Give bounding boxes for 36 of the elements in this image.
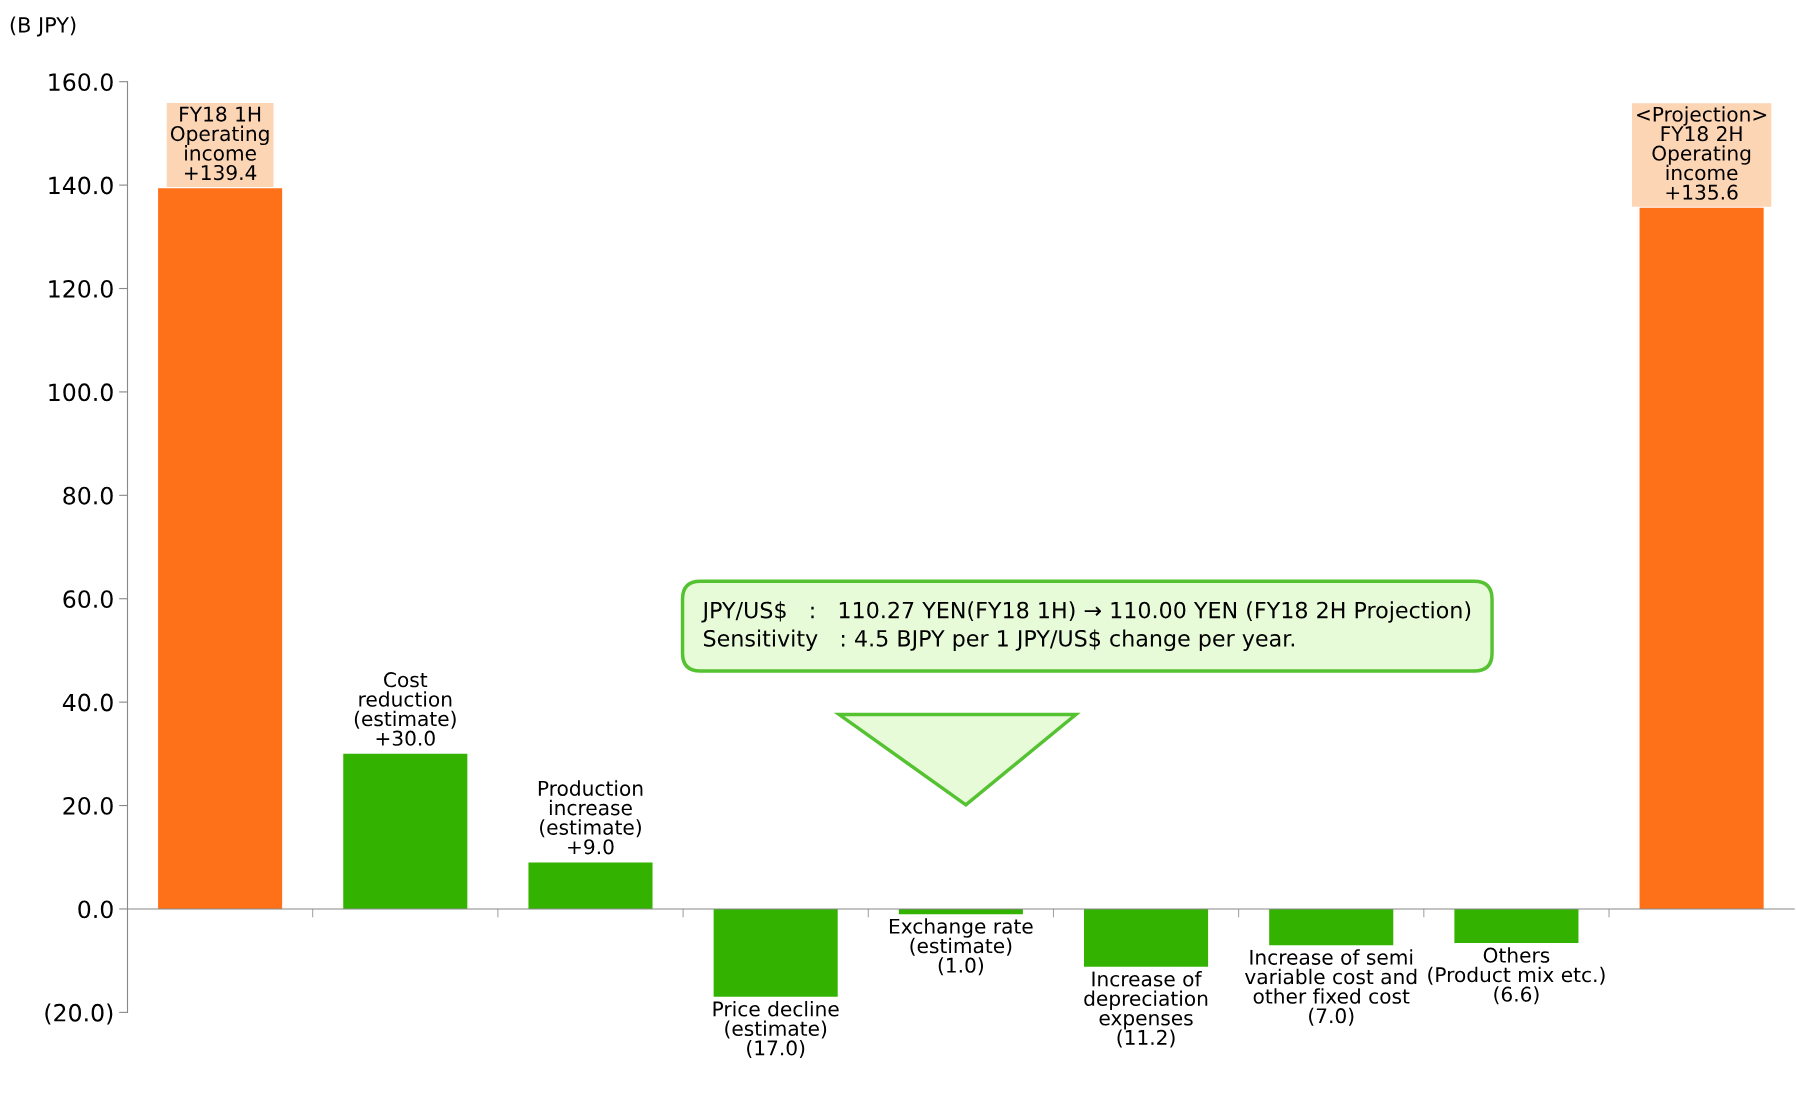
data-label: (11.2) [1117, 1029, 1175, 1048]
x-tick-label: FY18 1H Operating income [170, 106, 269, 161]
y-tick-label: 160.0 [49, 73, 113, 91]
data-label: (1.0) [938, 957, 983, 976]
y-tick-label: 80.0 [63, 486, 113, 505]
y-tick-label: (20.0) [45, 1003, 113, 1025]
data-label: +139.4 [184, 164, 257, 181]
x-tick-label: Others (Product mix etc.) [1428, 947, 1605, 985]
data-label: (6.6) [1494, 986, 1539, 1005]
y-tick-label: 40.0 [62, 693, 113, 712]
data-label: +9.0 [568, 839, 614, 855]
data-label: +135.6 [1666, 184, 1738, 200]
y-tick-label: 100.0 [49, 383, 113, 402]
bar [1084, 908, 1209, 967]
bar [713, 908, 838, 997]
x-tick-label: Production increase (estimate) [538, 780, 643, 838]
data-label: (17.0) [747, 1040, 805, 1058]
x-tick-label: <Projection> FY18 2H Operating income [1637, 106, 1767, 181]
y-tick-label: 120.0 [49, 279, 113, 298]
y-tick-label: 20.0 [63, 797, 113, 815]
x-tick-label: Increase of semi variable cost and other fixed cost [1244, 949, 1417, 1004]
y-tick-label: 140.0 [49, 176, 113, 195]
bar [1269, 908, 1394, 946]
y-tick-label: 60.0 [63, 590, 113, 609]
bar [343, 753, 468, 909]
y-tick-label: 0.0 [78, 900, 113, 919]
x-tick-label: Exchange rate (estimate) [889, 918, 1033, 956]
bar [528, 862, 653, 909]
x-tick-label: Cost reduction (estimate) [354, 672, 456, 729]
bar [1454, 908, 1579, 944]
y-axis-title: (B JPY) [10, 16, 76, 37]
data-label: (7.0) [1309, 1007, 1354, 1026]
x-tick-label: Price decline (estimate) [713, 1000, 839, 1039]
annotation: JPY/US$ : 110.27 YEN(FY18 1H) → 110.00 YEN (FY18 2H Projection) Sensitivity : 4.5 BJPY per 1 JPY/US$ change per year. [701, 601, 1471, 652]
x-tick-label: Increase of depreciation expenses [1084, 971, 1208, 1030]
data-label: +30.0 [376, 730, 435, 746]
